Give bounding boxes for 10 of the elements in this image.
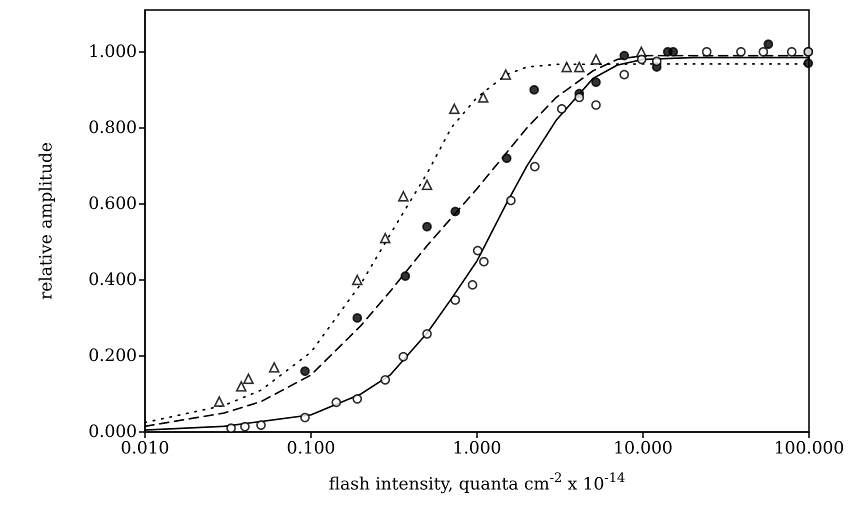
x-tick-label: 1.000 [452,438,502,458]
x-tick-label: 100.000 [774,438,844,458]
y-tick-label: 1.000 [88,42,137,62]
y-tick-label: 0.600 [88,194,137,214]
y-tick-label: 0.800 [88,118,137,138]
y-axis-title: relative amplitude [36,142,56,300]
y-tick-label: 0.400 [88,270,137,290]
y-tick-label: 0.200 [88,346,137,366]
x-tick-label: 0.100 [286,438,336,458]
x-tick-label: 10.000 [613,438,673,458]
